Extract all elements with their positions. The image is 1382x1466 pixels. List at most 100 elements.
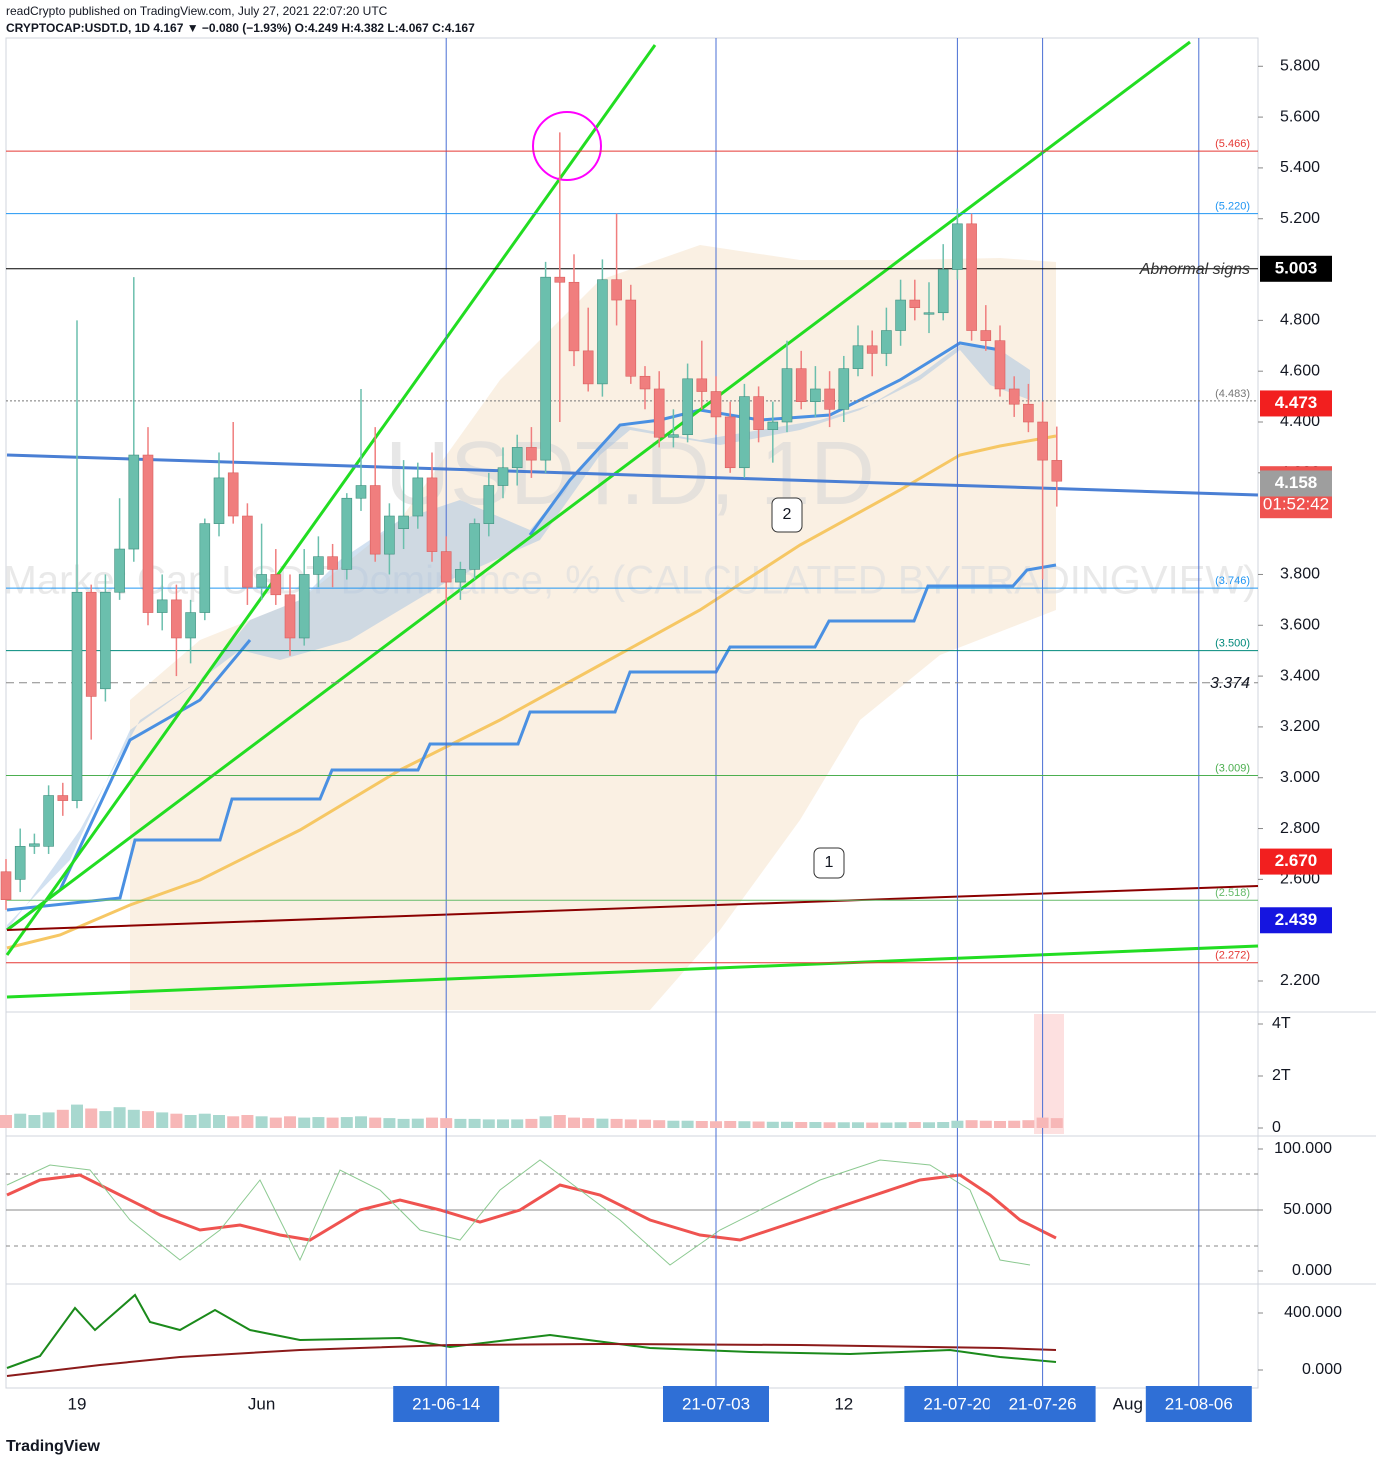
volume-bar [28,1115,41,1128]
y-tick-label: 5.800 [1280,57,1320,74]
volume-bar [582,1118,595,1128]
callout-text: 1 [825,854,834,871]
y-tick-label: 4.400 [1280,413,1320,430]
volume-bar [113,1107,126,1128]
volume-bar [127,1109,140,1128]
candle-body [682,378,693,436]
ma-line [6,434,1057,950]
volume-bar [994,1120,1006,1128]
level-label: (3.500) [1215,638,1250,650]
volume-tick-label: 2T [1272,1067,1291,1084]
x-label-box [1145,1386,1252,1422]
volume-bar [596,1118,609,1128]
volume-bar [766,1121,779,1128]
y-tick-label: 3.400 [1280,667,1320,684]
drawings [5,40,1259,999]
y-tick-label: 5.400 [1280,159,1320,176]
y-tick-label: 2.600 [1280,871,1320,888]
candle-body [369,485,381,555]
volume-bar [937,1122,950,1128]
candle-body [412,477,424,517]
candle-body [426,477,438,552]
volume-bar [752,1121,765,1128]
y-tick-label: 3.200 [1280,718,1320,735]
annotation: Abnormal signs [1139,261,1250,278]
osc-signal [6,1159,1031,1266]
volume-bar [326,1117,339,1128]
price-badge-label: 2.439 [1275,910,1318,929]
candle-body [29,843,40,847]
candle-body [313,556,324,575]
candle-body [469,523,480,570]
candle-body [1023,403,1034,423]
volume-bar [1036,1117,1049,1128]
osc-tick-label: 0.000 [1292,1262,1332,1279]
level-label: (2.518) [1215,887,1250,899]
volume-bar [284,1116,296,1128]
y-tick-label: 3.800 [1280,566,1320,583]
candle-body [85,591,97,697]
volume-bar [923,1122,935,1128]
frame [5,37,1259,1389]
candle-body [526,447,537,461]
candle-body [1037,421,1048,461]
x-label-box [663,1386,769,1422]
candle-body [185,612,196,639]
volume-bar [1050,1118,1063,1128]
candle-body [483,485,495,524]
volume-bar [56,1109,69,1128]
volume-bar [951,1120,964,1128]
header: readCrypto published on TradingView.com,… [6,4,388,18]
volume-bar [880,1122,893,1128]
candle-body [71,591,83,801]
candle-body [724,416,736,469]
volume-bar [823,1122,836,1128]
volume-bar [1008,1120,1021,1128]
candle-body [128,454,140,550]
level-label: (4.483) [1215,388,1250,400]
candle-body [341,497,353,570]
volume-bar [724,1120,737,1128]
candle-body [1051,460,1063,482]
price-badge [1260,848,1332,875]
candle-body [739,396,750,469]
volume-bar [837,1122,850,1128]
candle-body [511,447,523,469]
y-tick-label: 5.200 [1280,210,1320,227]
candle-body [696,378,708,392]
candle-body [100,591,111,690]
volume-bar [681,1120,694,1128]
volume-bar [355,1116,367,1128]
band [130,245,1056,1010]
candle-body [639,375,651,390]
volume-bar [539,1116,552,1128]
volume-bar [710,1121,722,1128]
callout-box [813,847,845,879]
volume-bar [426,1117,438,1128]
candle-body [582,350,594,385]
candle-body [952,223,963,270]
candle-body [327,556,338,570]
price-badge-label: 4.158 [1275,473,1318,492]
volume-bar [71,1104,83,1128]
volume-bar [468,1118,481,1128]
candle-body [753,396,764,430]
level-label: (3.746) [1215,575,1250,587]
volume-bar [227,1116,240,1128]
volume-bar [369,1117,382,1128]
candle-body [795,368,807,402]
highlight [1034,1014,1064,1134]
candle-body [142,454,154,613]
candle-body [398,515,409,530]
volume-bar [482,1119,495,1128]
volume-bar [1022,1120,1035,1128]
candle-body [568,281,580,352]
candle-body [156,599,168,613]
volume-bar [894,1122,907,1128]
x-tick-label: 21-07-20 [923,1394,991,1413]
volume-bar [383,1118,396,1128]
x-tick-label: 21-06-14 [412,1394,480,1413]
trend-line [6,944,1259,999]
highlight-circle [532,111,602,181]
volume-bar [142,1111,154,1128]
